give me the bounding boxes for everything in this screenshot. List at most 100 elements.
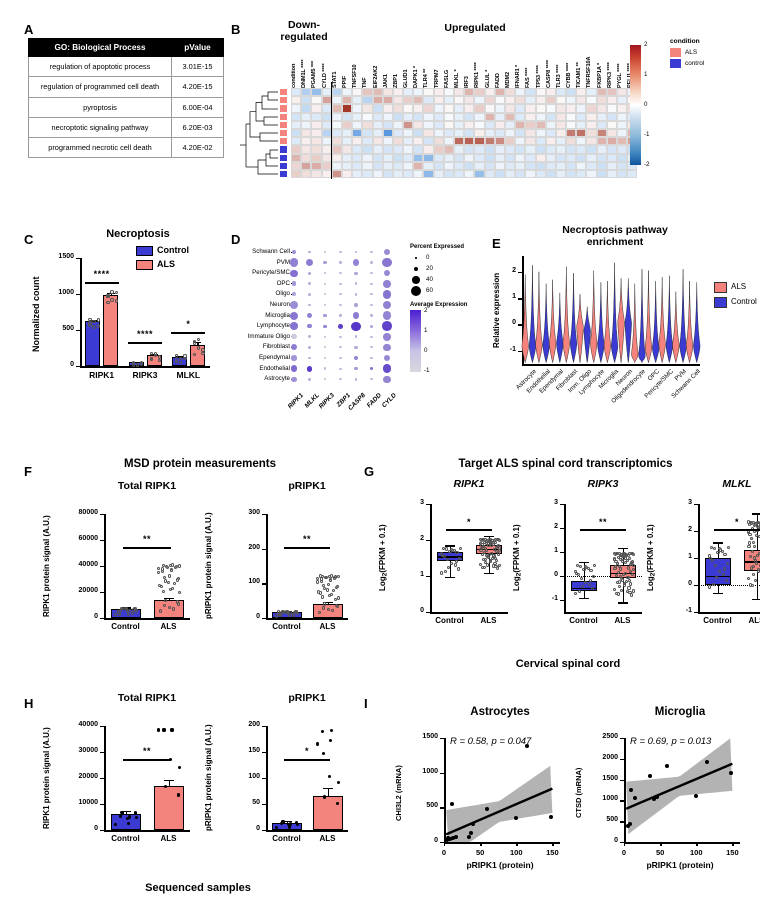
dotplot-dot: [370, 346, 373, 349]
heatmap-cell: [474, 137, 485, 146]
data-point: [322, 602, 326, 606]
heatmap-cell: [454, 169, 465, 179]
go-process-cell: necroptotic signaling pathway: [28, 116, 172, 139]
heatmap-dendrogram: [240, 91, 278, 175]
boxplot-ytick-label: 0: [688, 580, 692, 587]
heatmap-cell: [423, 104, 434, 113]
heatmap-cell: [382, 169, 393, 179]
heatmap-row: [291, 161, 638, 170]
heatmap-cell: [433, 145, 444, 154]
heatmap-cell: [596, 145, 607, 154]
errorbar-cap: [322, 787, 333, 790]
heatmap-gene-labels: condition DNM1L **** PGAM5 *** CYLD **** STA…: [291, 20, 648, 88]
scatter-point: [694, 794, 699, 799]
boxplot-ytick: [560, 552, 564, 554]
heatmap-gene-label-cybb: CYBB ****: [566, 62, 573, 88]
heatmap-cell: [352, 104, 363, 113]
dotplot-dot: [289, 300, 299, 310]
panel-e-ytick-label: 2: [512, 266, 516, 274]
panel-f-title: MSD protein measurements: [123, 458, 277, 470]
heatmap-cell: [301, 88, 312, 97]
whisker-cap-top: [483, 535, 494, 537]
data-point: [580, 576, 584, 581]
data-point: [125, 816, 129, 821]
data-point: [753, 530, 757, 534]
dotplot-dot: [382, 289, 392, 299]
whisker-cap-bottom: [444, 576, 455, 578]
panel-g-transcriptomics: Target ALS spinal cord transcriptomics R…: [368, 458, 760, 683]
data-point: [490, 556, 494, 561]
dotplot-celltype-8: Immature Oligo: [247, 332, 290, 340]
errorbar: [125, 810, 127, 814]
heatmap-cell: [566, 137, 577, 146]
subchart-ytick: [100, 592, 104, 594]
dotplot-celltype-11: Endothelial: [259, 364, 290, 372]
heatmap-cell: [606, 120, 617, 129]
panel-a-letter: A: [24, 22, 34, 37]
heatmap-cell: [403, 128, 414, 138]
data-point: [329, 728, 333, 733]
heatmap-cell: [443, 120, 454, 129]
errorbar-cap: [175, 355, 184, 357]
dotplot-dot: [339, 378, 342, 381]
data-point: [166, 580, 170, 585]
data-point: [723, 552, 727, 556]
dotplot-dot: [351, 321, 361, 331]
data-point: [496, 552, 500, 556]
data-point: [626, 566, 630, 570]
heatmap-cell: [311, 128, 322, 138]
scatter-point: [449, 802, 454, 807]
heatmap-cell: [566, 128, 577, 138]
panel-c-ytick: [76, 366, 80, 368]
data-point: [484, 560, 488, 564]
data-point: [321, 606, 325, 610]
heatmap-cell: [484, 153, 495, 162]
boxplot-ytick-label: 3: [554, 499, 558, 506]
subchart-ytick-label: 50: [252, 799, 260, 806]
data-point: [330, 609, 334, 613]
heatmap-cell: [474, 88, 485, 97]
heatmap-cell: [331, 104, 342, 113]
subchart-ylabel: pRIPK1 protein signal (A.U.): [204, 724, 213, 832]
data-point: [487, 552, 491, 556]
heatmap-cell: [504, 137, 516, 146]
scatter-xtick: [660, 842, 662, 846]
heatmap-cell: [433, 104, 444, 113]
data-point: [751, 520, 755, 524]
panel-e-ytick-label: -1: [509, 345, 516, 353]
condition-legend: condition ALS control: [670, 38, 704, 70]
dotplot-dot: [383, 279, 391, 288]
significance-label: *: [734, 517, 739, 527]
data-point: [481, 545, 485, 549]
data-point: [586, 566, 590, 570]
data-point: [153, 352, 158, 356]
heatmap-cell: [331, 137, 342, 146]
panel-h-letter: H: [24, 696, 34, 711]
heatmap-cell: [576, 128, 587, 138]
data-point: [92, 325, 96, 329]
data-point: [709, 545, 714, 550]
heatmap-cell: [606, 137, 617, 146]
data-point: [493, 561, 497, 565]
data-point: [174, 359, 179, 363]
data-point: [114, 299, 118, 303]
data-point: [326, 607, 330, 612]
heatmap-cell: [555, 88, 567, 97]
panel-c-ytick-label: 0: [70, 361, 74, 368]
heatmap-cell: [291, 96, 302, 105]
heatmap-cell: [504, 153, 516, 162]
heatmap-cell: [372, 112, 383, 121]
heatmap-cell: [576, 120, 587, 129]
data-point: [316, 590, 320, 594]
th-process: GO: Biological Process: [28, 38, 172, 57]
heatmap-cell: [301, 128, 312, 138]
heatmap-cell: [586, 96, 597, 105]
dotplot-dot: [354, 377, 358, 381]
heatmap-cell: [566, 88, 577, 97]
data-point: [335, 584, 339, 589]
data-point: [176, 576, 180, 581]
dotplot-dot: [354, 271, 358, 275]
data-point: [163, 598, 167, 603]
heatmap-cell: [454, 96, 465, 105]
scatter-ytick: [440, 807, 444, 809]
